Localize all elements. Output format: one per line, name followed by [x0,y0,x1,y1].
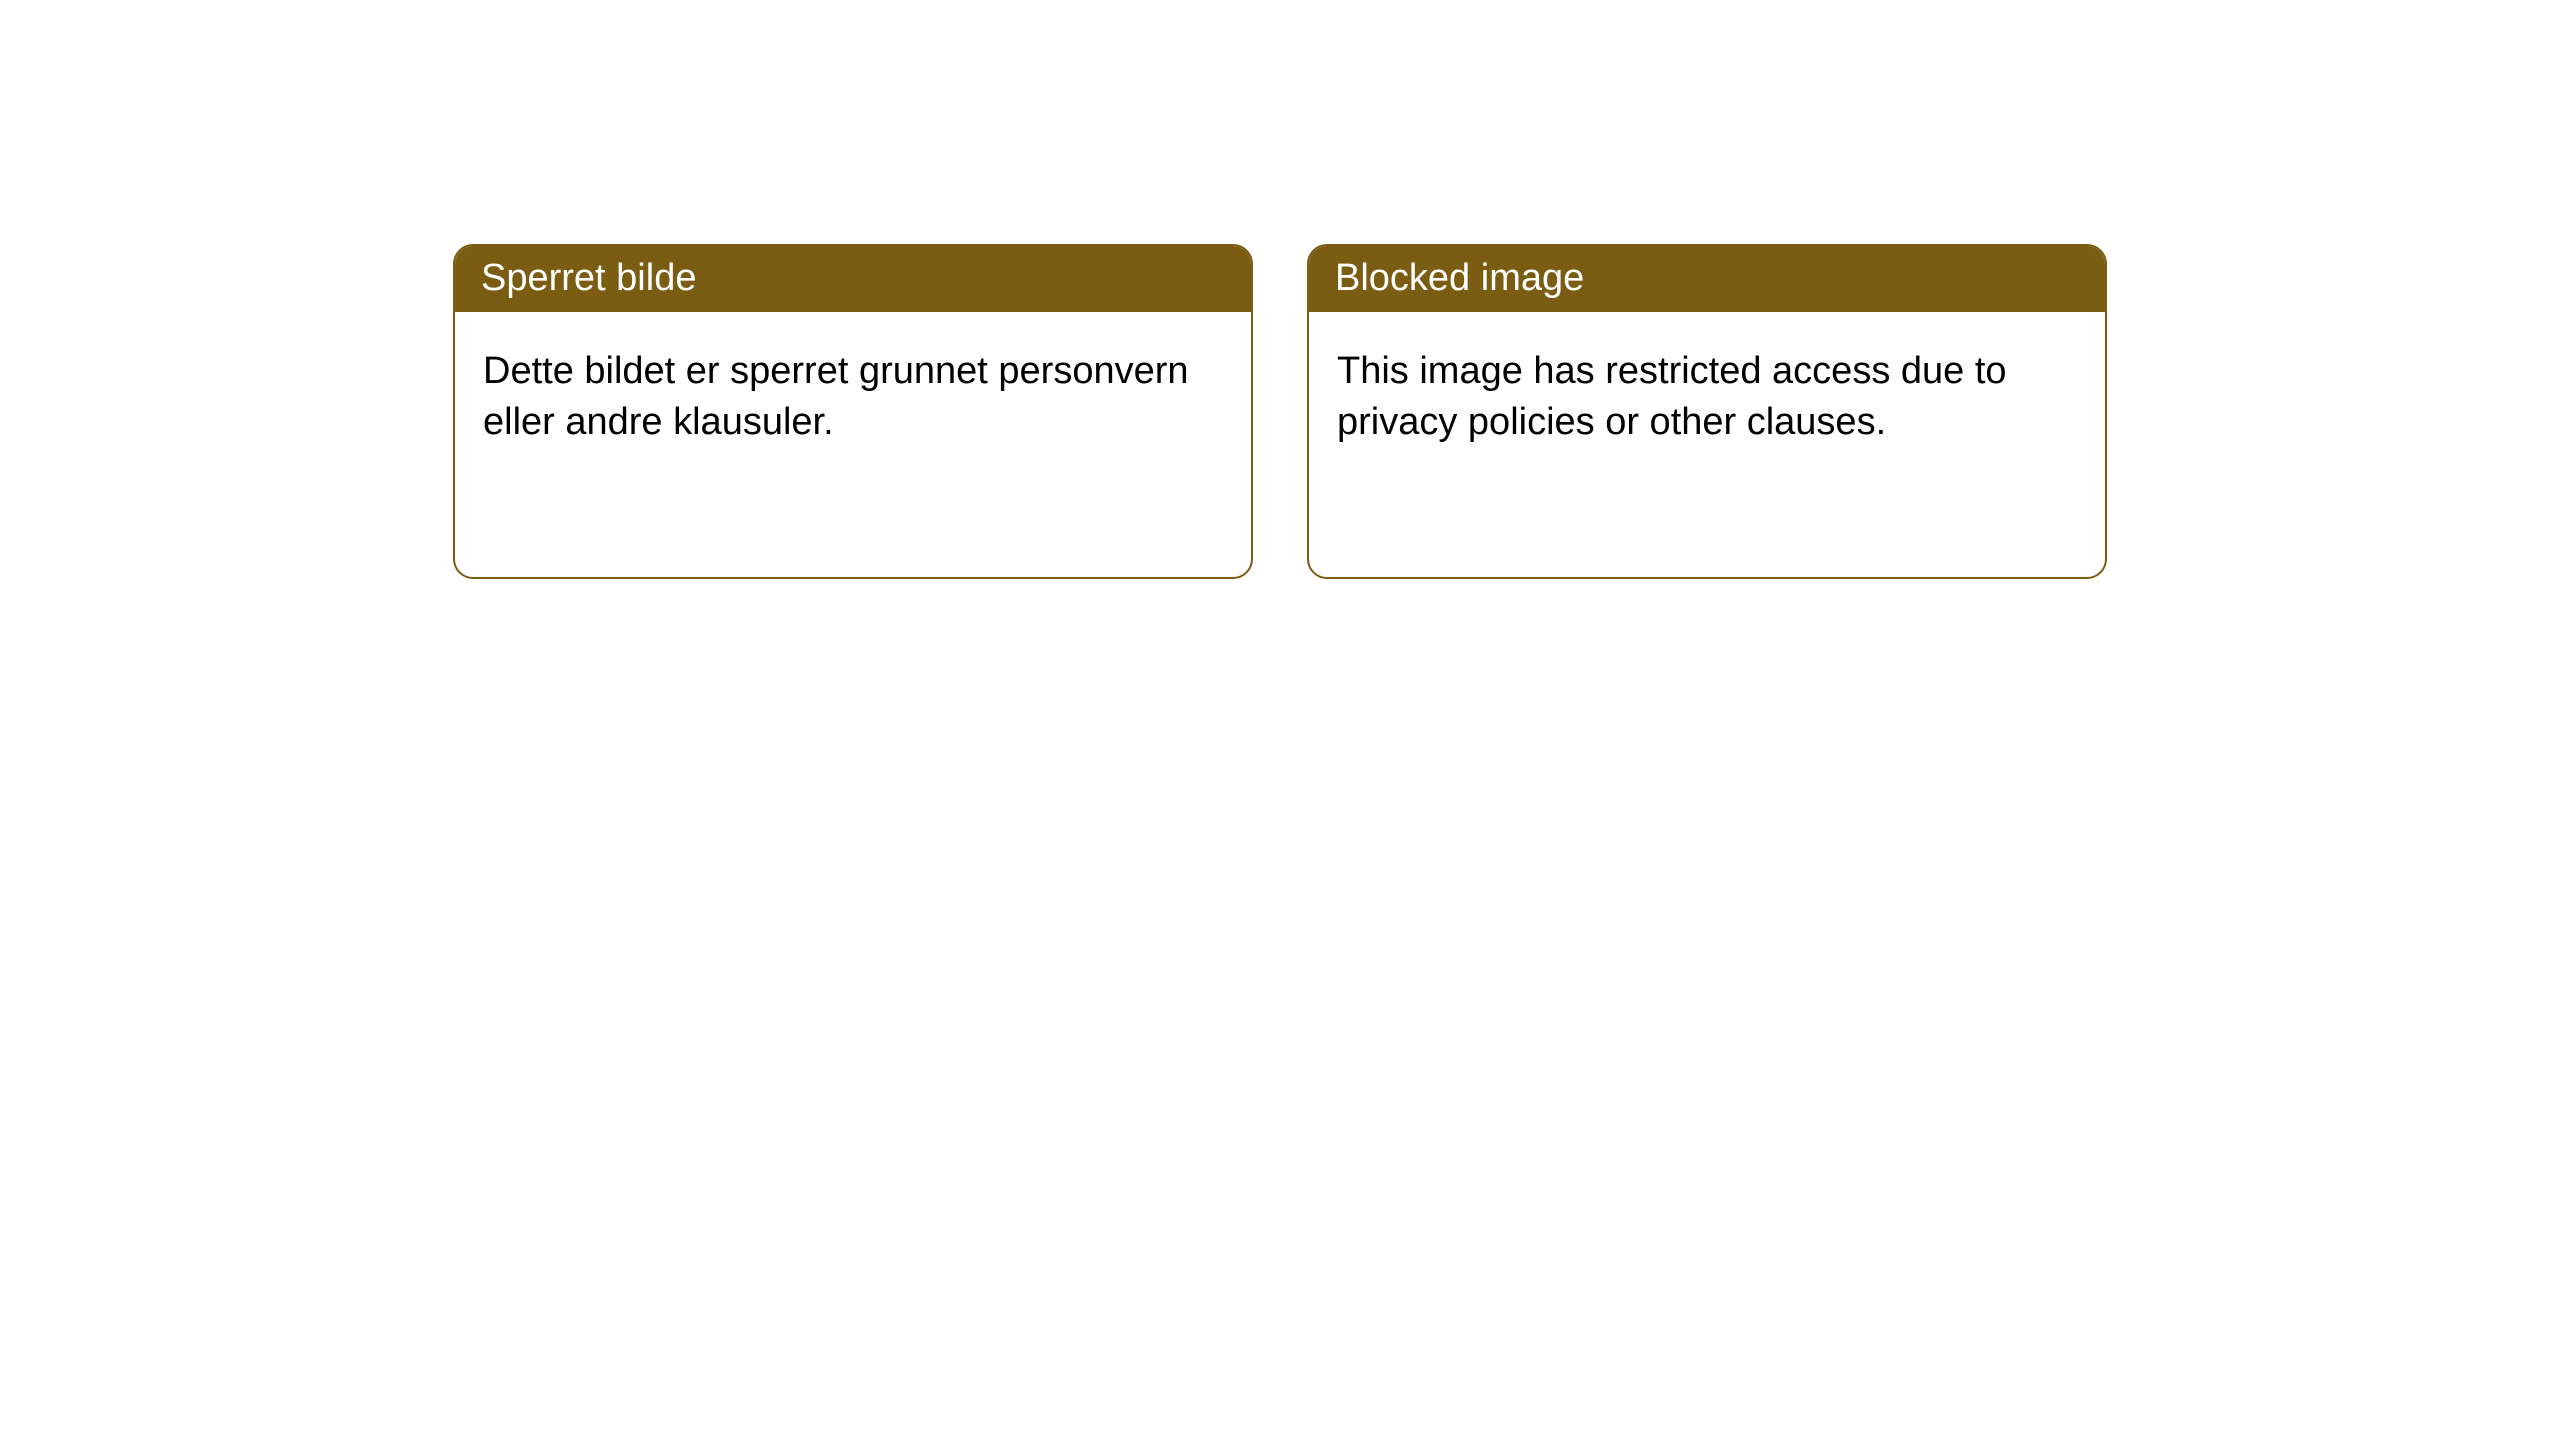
notice-body: This image has restricted access due to … [1309,312,2105,483]
notice-message: This image has restricted access due to … [1337,350,2007,443]
notice-header: Sperret bilde [455,246,1251,312]
notice-header: Blocked image [1309,246,2105,312]
notice-body: Dette bildet er sperret grunnet personve… [455,312,1251,483]
notice-title: Blocked image [1335,257,1584,299]
notice-card-english: Blocked image This image has restricted … [1307,244,2107,579]
notice-message: Dette bildet er sperret grunnet personve… [483,350,1189,443]
notice-card-norwegian: Sperret bilde Dette bildet er sperret gr… [453,244,1253,579]
notice-container: Sperret bilde Dette bildet er sperret gr… [453,244,2107,579]
notice-title: Sperret bilde [481,257,696,299]
